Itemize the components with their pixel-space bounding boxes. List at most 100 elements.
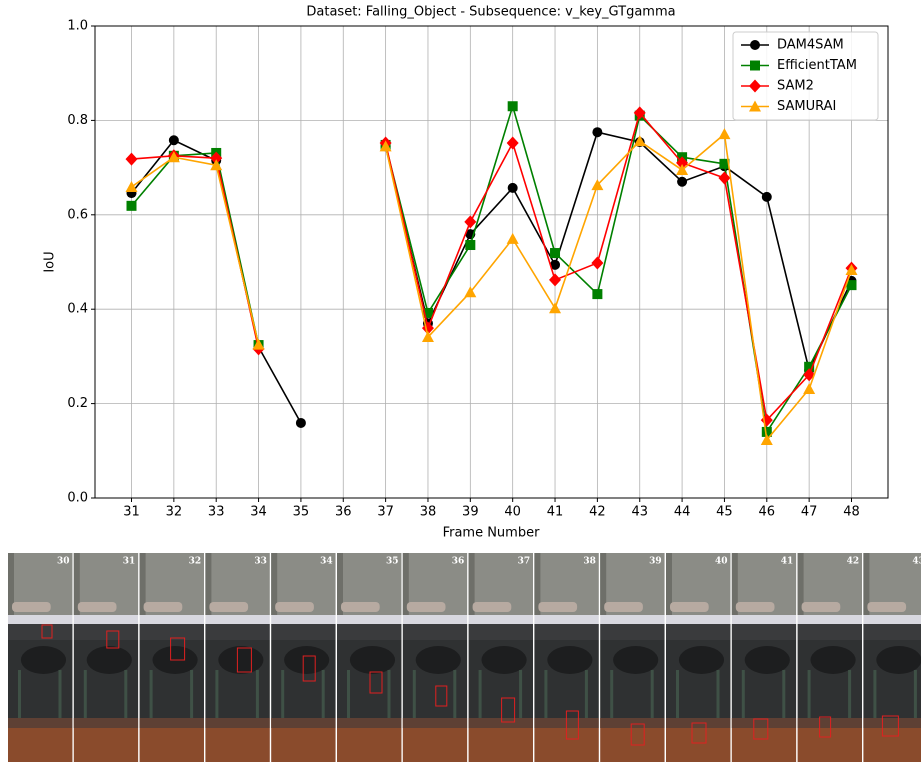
x-axis-label: Frame Number — [443, 526, 541, 541]
y-tick-label: 1.0 — [67, 19, 88, 34]
floor-shadow — [468, 718, 534, 728]
marker — [167, 151, 180, 163]
frame-label: 35 — [386, 557, 399, 567]
chair-leg — [18, 670, 21, 720]
hand — [735, 602, 775, 612]
chair-leg — [650, 670, 654, 720]
chair-leg — [124, 670, 128, 720]
frame: 39 — [600, 553, 666, 762]
table-edge — [863, 615, 921, 624]
table-edge — [337, 615, 402, 624]
table-edge — [271, 615, 336, 624]
wall-shade — [600, 553, 607, 615]
floor-shadow — [402, 718, 468, 728]
marker — [168, 135, 179, 146]
frame-label: 42 — [847, 557, 860, 567]
table-edge — [534, 615, 599, 624]
hand — [867, 602, 907, 612]
tracking-box — [881, 715, 899, 737]
x-tick-label: 42 — [589, 505, 606, 520]
table — [731, 624, 797, 640]
frame: 31 — [73, 553, 140, 762]
frame: 43 — [863, 553, 921, 762]
tracking-box — [435, 685, 448, 707]
tracking-box — [565, 710, 579, 740]
tracking-box — [819, 716, 832, 738]
marker — [591, 179, 604, 191]
frame: 40 — [666, 553, 732, 762]
chart-title: Dataset: Falling_Object - Subsequence: v… — [306, 5, 675, 20]
chair-leg — [215, 670, 219, 720]
y-tick-label: 0.8 — [67, 113, 88, 128]
hand — [801, 602, 841, 612]
marker — [676, 156, 689, 170]
marker — [549, 273, 562, 287]
marker — [506, 136, 519, 150]
x-tick-label: 41 — [547, 505, 564, 520]
marker — [804, 361, 815, 372]
chair-leg — [741, 670, 745, 720]
marker — [464, 286, 477, 298]
wall-shade — [337, 553, 343, 615]
wall-shade — [139, 553, 146, 615]
chair-leg — [873, 670, 877, 720]
chair-seat — [678, 646, 725, 674]
marker — [465, 240, 476, 251]
x-tick-label: 31 — [123, 505, 140, 520]
marker — [592, 127, 603, 138]
tracking-box — [106, 630, 120, 649]
frame-label: 41 — [781, 557, 794, 567]
chair-seat — [876, 646, 921, 674]
chair-seat — [284, 646, 330, 674]
marker — [761, 426, 772, 437]
chair-seat — [86, 646, 132, 674]
tracking-box — [630, 723, 645, 746]
legend-marker — [750, 40, 760, 50]
table — [73, 624, 139, 640]
frame: 32 — [139, 553, 206, 762]
marker — [633, 106, 646, 120]
chair-leg — [83, 670, 87, 720]
marker — [676, 163, 689, 175]
chair-leg — [149, 670, 153, 720]
table — [205, 624, 270, 640]
marker — [760, 433, 773, 445]
floor-shadow — [8, 718, 73, 728]
chair-seat — [744, 646, 790, 674]
table-edge — [731, 615, 797, 624]
table — [402, 624, 468, 640]
frame-label: 32 — [189, 557, 202, 567]
chair-seat — [20, 646, 67, 674]
frame: 34 — [271, 553, 337, 762]
table-edge — [666, 615, 731, 624]
floor-shadow — [600, 718, 665, 728]
x-tick-label: 33 — [208, 505, 225, 520]
chair-leg — [610, 670, 614, 720]
frame: 42 — [797, 553, 864, 762]
marker — [506, 232, 519, 244]
chair-leg — [190, 670, 194, 720]
marker — [125, 152, 138, 166]
x-tick-label: 46 — [759, 505, 776, 520]
x-tick-label: 47 — [801, 505, 818, 520]
chair-leg — [321, 670, 325, 720]
chair-leg — [347, 670, 350, 720]
y-tick-label: 0.4 — [67, 302, 88, 317]
marker — [252, 338, 265, 350]
chair-seat — [415, 646, 461, 674]
marker — [761, 191, 772, 202]
frame: 35 — [337, 553, 403, 762]
table-edge — [8, 615, 73, 624]
table-edge — [73, 615, 139, 624]
series-line — [131, 132, 853, 442]
x-tick-label: 32 — [166, 505, 183, 520]
table — [468, 624, 534, 640]
chair-leg — [913, 670, 917, 720]
tracking-box — [501, 697, 516, 723]
chair-leg — [453, 670, 457, 720]
wall-shade — [797, 553, 804, 615]
floor-shadow — [731, 718, 797, 728]
wall-shade — [534, 553, 541, 615]
frame-label: 36 — [452, 557, 465, 567]
wall-shade — [863, 553, 870, 615]
